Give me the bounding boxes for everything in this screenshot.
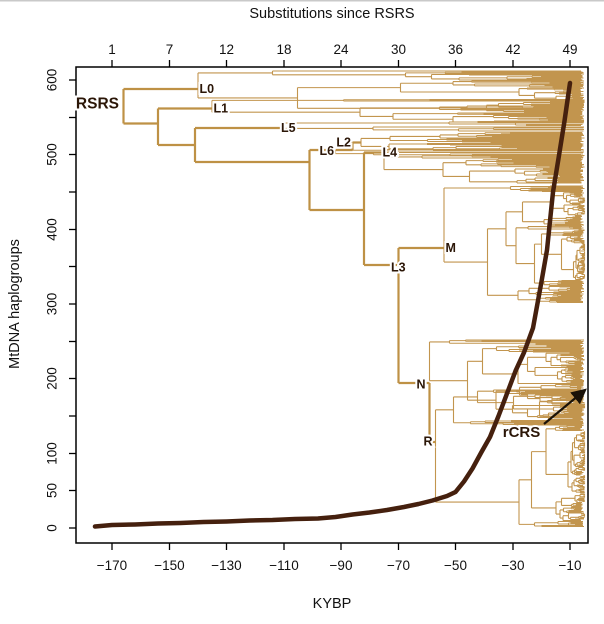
x-top-tick-label: 18 [276,42,291,57]
x-top-tick-label: 12 [219,42,234,57]
clade-label-L6: L6 [320,144,335,158]
x-tick-label: −130 [211,558,241,573]
y-tick-label: 400 [45,218,60,241]
x-top-tick-label: 30 [391,42,406,57]
x-top-tick-label: 49 [562,42,577,57]
clade-label-M: M [446,241,456,255]
x-tick-label: −50 [444,558,467,573]
y-tick-label: 50 [45,483,60,498]
clade-subtree-N [428,339,585,419]
y-axis-title: MtDNA haplogroups [7,239,23,369]
x-tick-label: −150 [154,558,184,573]
x-top-tick-label: 24 [333,42,349,57]
x-tick-label: −110 [269,558,298,573]
y-tick-label: 600 [45,69,60,92]
x-axis-title: KYBP [313,596,352,612]
x-tick-label: −30 [502,558,525,573]
x-tick-label: −170 [97,558,127,573]
clade-subtree-L5 [283,121,584,132]
x-top-tick-label: 42 [505,42,520,57]
y-tick-label: 300 [45,293,60,316]
clade-subtree-M [443,185,586,304]
clade-label-R: R [423,435,432,449]
plot-border [75,66,589,544]
x-top-tick-label: 7 [166,42,174,57]
rcrs-arrow [543,388,587,425]
tree-canopy [197,70,586,528]
clade-label-L0: L0 [200,82,215,96]
clade-subtree-R [434,389,586,528]
x-tick-label: −90 [330,558,353,573]
axes [69,60,571,550]
clade-label-L4: L4 [383,146,398,160]
x-tick-label: −70 [387,558,410,573]
clade-label-L3: L3 [391,261,406,275]
rcrs-label: rCRS [503,424,541,441]
y-tick-label: 0 [45,524,60,532]
clade-label-RSRS: RSRS [76,96,119,113]
x-tick-label: −10 [559,558,582,573]
top-axis-title: Substitutions since RSRS [249,6,414,22]
window-top-border [0,0,604,2]
axis-labels: −170 −150 −130 −110 −90 −70 −50 −30 −10 1 7 12 18 24 3… [45,42,582,573]
y-tick-label: 200 [45,367,60,390]
clade-subtree-L1 [211,98,584,124]
y-tick-label: 500 [45,143,60,166]
y-tick-label: 100 [45,442,60,465]
clade-label-L2: L2 [336,136,351,150]
cumulative-curve [92,80,573,529]
x-top-tick-label: 1 [108,42,116,57]
tree-backbone [122,87,444,444]
clade-label-L1: L1 [214,102,229,116]
clade-label-N: N [416,378,425,392]
x-top-tick-label: 36 [448,42,463,57]
clade-label-L5: L5 [281,121,296,135]
